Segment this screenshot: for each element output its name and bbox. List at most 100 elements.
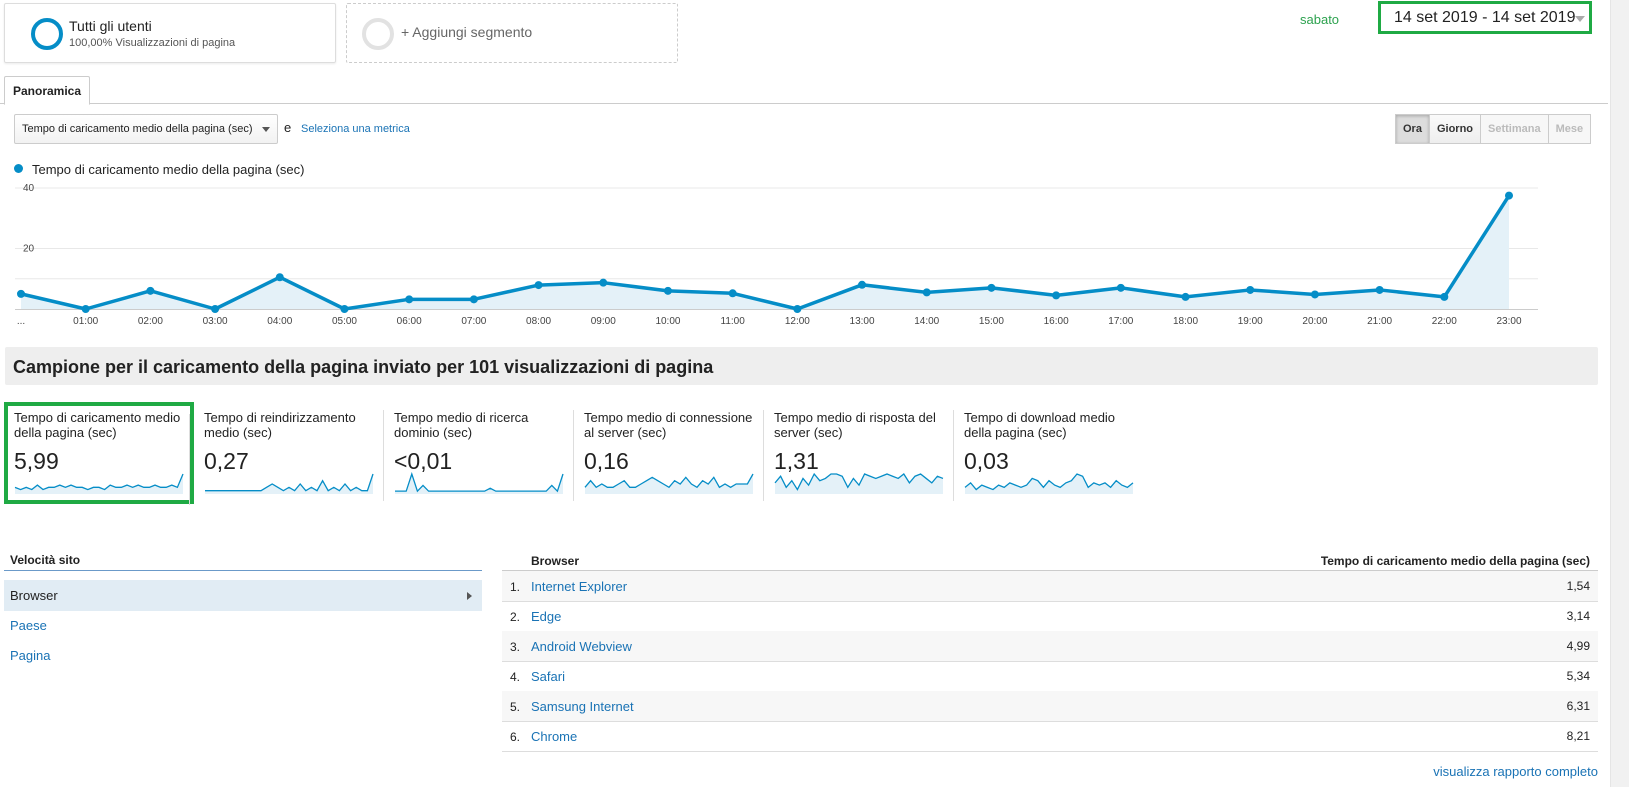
sparkline bbox=[395, 472, 564, 494]
x-tick-label: 05:00 bbox=[332, 316, 357, 327]
row-value: 8,21 bbox=[1566, 729, 1590, 743]
sparkline bbox=[14, 473, 184, 494]
dimension-pagina[interactable]: Pagina bbox=[10, 648, 51, 663]
date-range-label: 14 set 2019 - 14 set 2019 bbox=[1394, 9, 1576, 26]
data-point bbox=[599, 278, 608, 287]
metric-card[interactable]: Tempo di download medio della pagina (se… bbox=[954, 402, 1144, 504]
data-point bbox=[81, 305, 90, 313]
metric-value: 5,99 bbox=[14, 448, 59, 474]
metric-card[interactable]: Tempo medio di risposta del server (sec)… bbox=[764, 402, 954, 504]
row-number: 2. bbox=[510, 610, 521, 624]
scrollbar[interactable] bbox=[1610, 0, 1629, 787]
x-tick-label: 20:00 bbox=[1302, 316, 1327, 327]
sparkline bbox=[774, 472, 944, 494]
segment-ring-icon bbox=[31, 18, 63, 50]
y-tick-label: 20 bbox=[23, 244, 35, 255]
tab-bar: Panoramica bbox=[0, 76, 1608, 105]
x-tick-label: 11:00 bbox=[721, 316, 746, 327]
card-divider bbox=[189, 414, 190, 505]
row-value: 1,54 bbox=[1566, 579, 1590, 593]
table-row: 4. Safari 5,34 bbox=[502, 661, 1598, 692]
row-value: 6,31 bbox=[1566, 699, 1590, 713]
sparkline-area bbox=[15, 474, 183, 494]
browser-link[interactable]: Android Webview bbox=[531, 639, 632, 654]
metric-card[interactable]: Tempo di caricamento medio della pagina … bbox=[4, 402, 194, 505]
table-row: 6. Chrome 8,21 bbox=[502, 721, 1598, 752]
metric-card[interactable]: Tempo medio di ricerca dominio (sec) <0,0… bbox=[384, 402, 574, 504]
series-line bbox=[20, 194, 1511, 311]
sparkline bbox=[584, 473, 754, 494]
sparkline-line bbox=[774, 472, 944, 491]
sparkline-line bbox=[395, 472, 564, 493]
row-number: 1. bbox=[510, 580, 521, 594]
row-number: 4. bbox=[510, 670, 521, 684]
row-number: 5. bbox=[510, 700, 521, 714]
browser-link[interactable]: Samsung Internet bbox=[531, 699, 634, 714]
table-row: 5. Samsung Internet 6,31 bbox=[502, 691, 1598, 722]
sparkline-line bbox=[584, 473, 754, 489]
line-chart: 40 20... 01:00 02:00 03:00 04:00 05:00 06:00 07:… bbox=[15, 183, 1538, 327]
dimension-browser[interactable]: Browser bbox=[4, 580, 482, 611]
legend-dot-icon bbox=[14, 164, 23, 173]
data-point bbox=[17, 289, 25, 298]
data-point bbox=[922, 288, 931, 297]
x-tick-label: 09:00 bbox=[591, 316, 616, 327]
data-point bbox=[469, 295, 478, 304]
row-number: 6. bbox=[510, 730, 521, 744]
segment-subtitle: 100,00% Visualizzazioni di pagina bbox=[69, 37, 236, 49]
add-segment-label: + Aggiungi segmento bbox=[401, 24, 533, 40]
add-segment-button[interactable]: + Aggiungi segmento bbox=[346, 3, 678, 63]
chart-legend: Tempo di caricamento medio della pagina … bbox=[14, 162, 304, 177]
data-point bbox=[1116, 283, 1125, 292]
dimension-paese[interactable]: Paese bbox=[10, 618, 47, 633]
data-point bbox=[1440, 292, 1449, 301]
x-tick-label: 04:00 bbox=[267, 316, 292, 327]
x-tick-label: 10:00 bbox=[655, 316, 680, 327]
and-label: e bbox=[284, 120, 292, 135]
sparkline bbox=[964, 473, 1134, 494]
x-tick-label: 17:00 bbox=[1108, 316, 1133, 327]
metric-name: Tempo di reindirizzamento medio (sec) bbox=[204, 410, 356, 440]
metric-card[interactable]: Tempo di reindirizzamento medio (sec) 0,2… bbox=[194, 402, 384, 504]
x-tick-label: 02:00 bbox=[138, 316, 163, 327]
x-tick-label: 21:00 bbox=[1367, 316, 1392, 327]
data-point bbox=[1505, 191, 1513, 200]
data-point bbox=[405, 295, 414, 304]
segment-all-users[interactable]: Tutti gli utenti 100,00% Visualizzazioni… bbox=[4, 3, 336, 63]
x-tick-label: ... bbox=[17, 316, 25, 327]
col-browser-header: Browser bbox=[531, 554, 580, 568]
x-tick-label: 15:00 bbox=[979, 316, 1004, 327]
x-tick-label: 12:00 bbox=[785, 316, 810, 327]
empty-segment-ring-icon bbox=[362, 18, 394, 50]
metric-value: <0,01 bbox=[394, 448, 453, 474]
period-day-button[interactable]: Giorno bbox=[1428, 114, 1482, 144]
browser-link[interactable]: Edge bbox=[531, 609, 562, 624]
table-row: 2. Edge 3,14 bbox=[502, 601, 1598, 632]
browser-link[interactable]: Safari bbox=[531, 669, 565, 684]
date-range-picker[interactable]: 14 set 2019 - 14 set 2019 bbox=[1378, 1, 1592, 34]
sparkline bbox=[205, 473, 374, 494]
select-metric-link[interactable]: Seleziona una metrica bbox=[301, 123, 410, 135]
row-value: 4,99 bbox=[1566, 639, 1590, 653]
tab-panoramica[interactable]: Panoramica bbox=[4, 76, 91, 105]
card-divider bbox=[573, 410, 574, 501]
x-tick-label: 22:00 bbox=[1432, 316, 1457, 327]
card-divider bbox=[383, 410, 384, 501]
data-point bbox=[1246, 285, 1255, 294]
x-tick-label: 13:00 bbox=[850, 316, 875, 327]
metric-card[interactable]: Tempo medio di connessione al server (se… bbox=[574, 402, 764, 504]
full-report-link[interactable]: visualizza rapporto completo bbox=[1433, 764, 1598, 779]
section-title: Campione per il caricamento della pagina… bbox=[5, 347, 1598, 385]
x-tick-label: 19:00 bbox=[1238, 316, 1263, 327]
chevron-right-icon bbox=[467, 592, 472, 600]
metric-select-label: Tempo di caricamento medio della pagina … bbox=[22, 123, 253, 135]
metric-select[interactable]: Tempo di caricamento medio della pagina … bbox=[14, 114, 278, 144]
period-hour-button[interactable]: Ora bbox=[1395, 114, 1430, 144]
data-point bbox=[340, 305, 349, 313]
period-toggle-group: Ora Giorno Settimana Mese bbox=[1395, 114, 1592, 144]
data-point bbox=[1181, 292, 1190, 301]
x-tick-label: 03:00 bbox=[203, 316, 228, 327]
browser-link[interactable]: Internet Explorer bbox=[531, 579, 628, 594]
browser-link[interactable]: Chrome bbox=[531, 729, 578, 744]
row-number: 3. bbox=[510, 640, 521, 654]
